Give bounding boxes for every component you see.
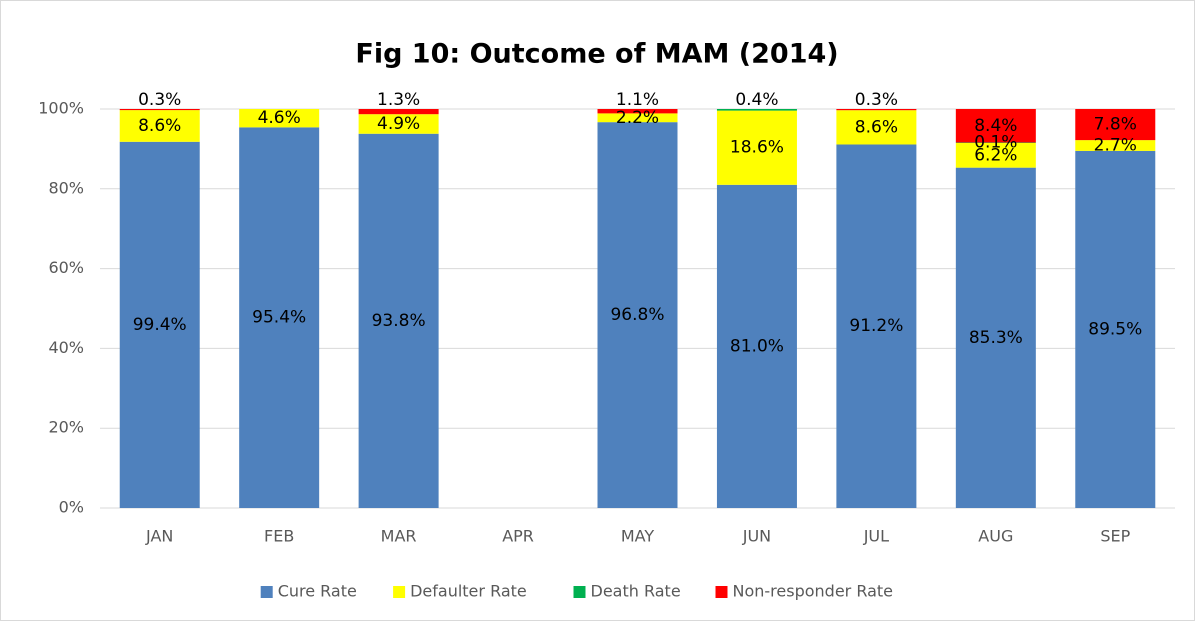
bar-segment: [358, 114, 439, 134]
bar-segment: [239, 109, 320, 128]
bar-segment: [836, 109, 917, 111]
y-tick-label: 60%: [48, 258, 84, 277]
data-label: 8.4%: [974, 116, 1017, 136]
x-tick-label: JUN: [742, 527, 771, 546]
x-tick-label: FEB: [264, 527, 294, 546]
bar-segment: [119, 141, 200, 508]
legend-swatch: [573, 586, 586, 598]
bar-segment: [955, 109, 1036, 143]
data-label: 1.3%: [377, 90, 420, 110]
data-label: 99.4%: [133, 315, 187, 335]
legend-label: Defaulter Rate: [410, 582, 527, 601]
bar-segment: [1075, 150, 1156, 508]
bar-segment: [716, 109, 797, 111]
y-tick-label: 100%: [38, 99, 84, 118]
data-label: 95.4%: [252, 308, 306, 328]
bar-segment: [119, 109, 200, 111]
bar-segment: [716, 184, 797, 508]
legend-swatch: [393, 586, 406, 598]
x-tick-label: APR: [502, 527, 534, 546]
bar-segment: [1075, 140, 1156, 151]
y-tick-label: 80%: [48, 178, 84, 197]
bar-segment: [716, 110, 797, 185]
bar-segment: [836, 110, 917, 145]
data-label: 85.3%: [969, 328, 1023, 348]
y-tick-label: 0%: [59, 498, 84, 517]
data-label: 0.4%: [735, 90, 778, 110]
bar-segment: [358, 109, 439, 115]
y-tick-label: 40%: [48, 338, 84, 357]
data-label: 4.9%: [377, 114, 420, 134]
data-label: 0.3%: [138, 90, 181, 110]
bar-segment: [239, 127, 320, 508]
data-label: 81.0%: [730, 336, 784, 356]
legend-swatch: [715, 586, 728, 598]
x-tick-label: MAR: [381, 527, 417, 546]
data-label: 8.6%: [138, 116, 181, 136]
data-label: 2.2%: [616, 108, 659, 128]
bar-segment: [955, 167, 1036, 508]
bar-segment: [597, 122, 678, 509]
data-label: 6.2%: [974, 145, 1017, 165]
data-label: 91.2%: [849, 316, 903, 336]
x-tick-label: JUL: [863, 527, 889, 546]
data-label: 7.8%: [1094, 115, 1137, 135]
data-label: 0.1%: [974, 133, 1017, 153]
legend-label: Cure Rate: [278, 582, 357, 601]
x-tick-label: MAY: [621, 527, 655, 546]
data-label: 96.8%: [610, 305, 664, 325]
bar-segment: [597, 113, 678, 123]
data-label: 18.6%: [730, 138, 784, 158]
data-label: 2.7%: [1094, 136, 1137, 156]
x-tick-label: JAN: [145, 527, 173, 546]
data-label: 4.6%: [258, 108, 301, 128]
bar-segment: [955, 142, 1036, 168]
data-label: 0.3%: [855, 90, 898, 110]
legend-swatch: [260, 586, 273, 598]
legend-label: Death Rate: [591, 582, 681, 601]
bar-segment: [597, 109, 678, 114]
data-label: 89.5%: [1088, 319, 1142, 339]
y-tick-label: 20%: [48, 418, 84, 437]
bar-segment: [119, 110, 200, 142]
x-tick-label: AUG: [978, 527, 1013, 546]
bar-segment: [836, 144, 917, 508]
x-tick-label: SEP: [1100, 527, 1130, 546]
data-label: 1.1%: [616, 90, 659, 110]
bar-segment: [358, 133, 439, 508]
bar-segment: [1075, 109, 1156, 141]
data-label: 93.8%: [372, 311, 426, 331]
legend-label: Non-responder Rate: [733, 582, 894, 601]
data-label: 8.6%: [855, 117, 898, 137]
chart-title: Fig 10: Outcome of MAM (2014): [355, 39, 838, 70]
